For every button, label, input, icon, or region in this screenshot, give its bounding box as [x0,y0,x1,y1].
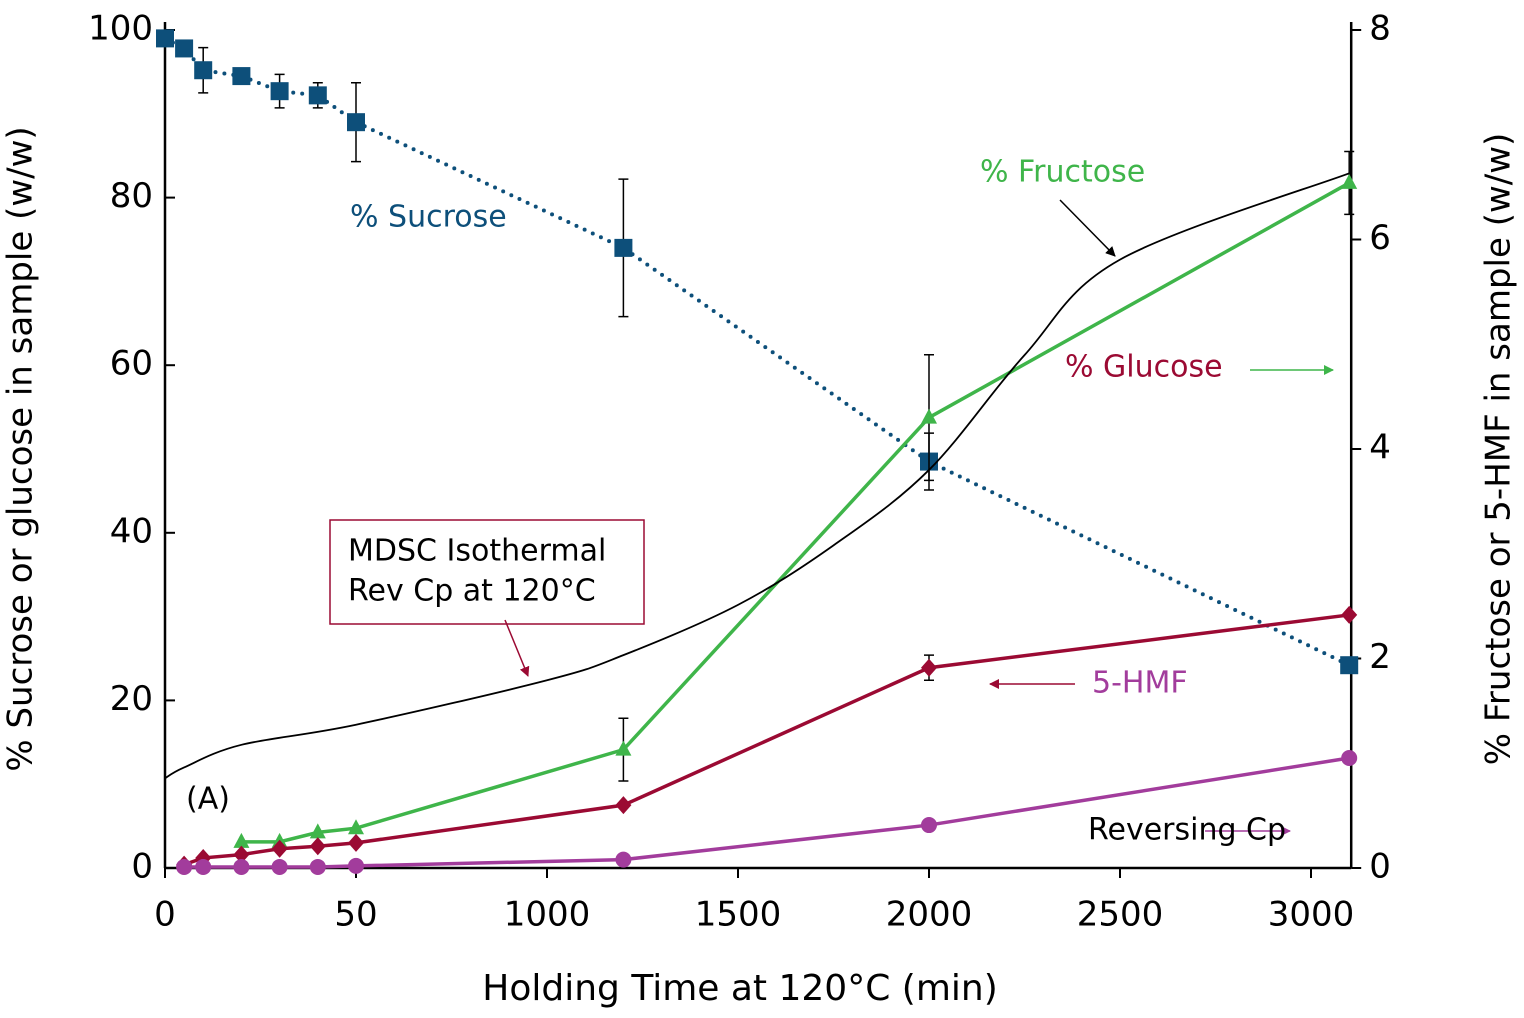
marker [233,858,250,875]
x-tick-label: 1500 [695,895,782,935]
marker [175,39,194,58]
marker [309,837,326,856]
annotation: (A) [186,782,230,817]
annotation-box [329,519,645,625]
marker [1341,173,1358,189]
series-line [163,36,1352,668]
marker [270,82,289,101]
marker [348,819,364,835]
x-axis-label: Holding Time at 120°C (min) [482,968,998,1009]
y-axis-label: % Sucrose or glucose in sample (w/w) [1,126,41,771]
marker [614,238,633,257]
x-tick-label: 1000 [504,895,591,935]
marker [615,796,632,815]
series-label: % Sucrose [350,200,507,235]
marker [271,858,288,875]
y-tick-label: 100 [88,9,153,49]
marker [233,845,250,864]
arrow [1059,199,1116,257]
marker [347,113,365,132]
marker [156,29,174,48]
marker [1340,656,1359,675]
series-label: 5-HMF [1092,666,1188,701]
y2-tick-label: 6 [1369,218,1391,258]
marker [309,823,326,839]
annotation: Rev Cp at 120°C [348,574,596,609]
marker [615,851,632,868]
y-tick-label: 60 [110,344,153,384]
marker [1341,605,1358,624]
marker [309,858,326,875]
series-line [241,181,1351,844]
arrow [504,619,530,677]
x-tick-label: 2500 [1077,895,1164,935]
marker [308,86,327,105]
y2-tick-label: 4 [1369,428,1391,468]
x-tick-label: 2000 [886,895,973,935]
x-tick-label: 3000 [1268,895,1355,935]
marker [348,833,364,852]
y2-tick-label: 2 [1369,637,1391,677]
y-tick-label: 20 [110,679,153,719]
marker [194,61,213,80]
y2-tick-label: 8 [1369,9,1391,49]
y2-axis-label: % Fructose or 5-HMF in sample (w/w) [1479,133,1519,766]
marker [348,857,364,874]
marker [921,817,937,834]
marker [921,408,937,424]
series-line [164,172,1350,780]
marker [195,858,212,875]
marker [271,839,288,858]
series-label: % Fructose [980,155,1145,190]
marker [921,658,937,677]
marker [1341,750,1358,767]
x-tick-label: 0 [154,895,176,935]
x-tick-label: 50 [334,895,377,935]
y-tick-label: 80 [110,176,153,216]
series-label: % Glucose [1065,350,1223,385]
marker [233,832,250,848]
marker [232,67,251,86]
marker [176,858,193,875]
marker [615,740,632,756]
series-label: Reversing Cp [1088,813,1286,848]
annotation: MDSC Isothermal [348,534,606,569]
y-tick-label: 40 [110,511,153,551]
y-tick-label: 0 [131,847,153,887]
y2-tick-label: 0 [1369,847,1391,887]
